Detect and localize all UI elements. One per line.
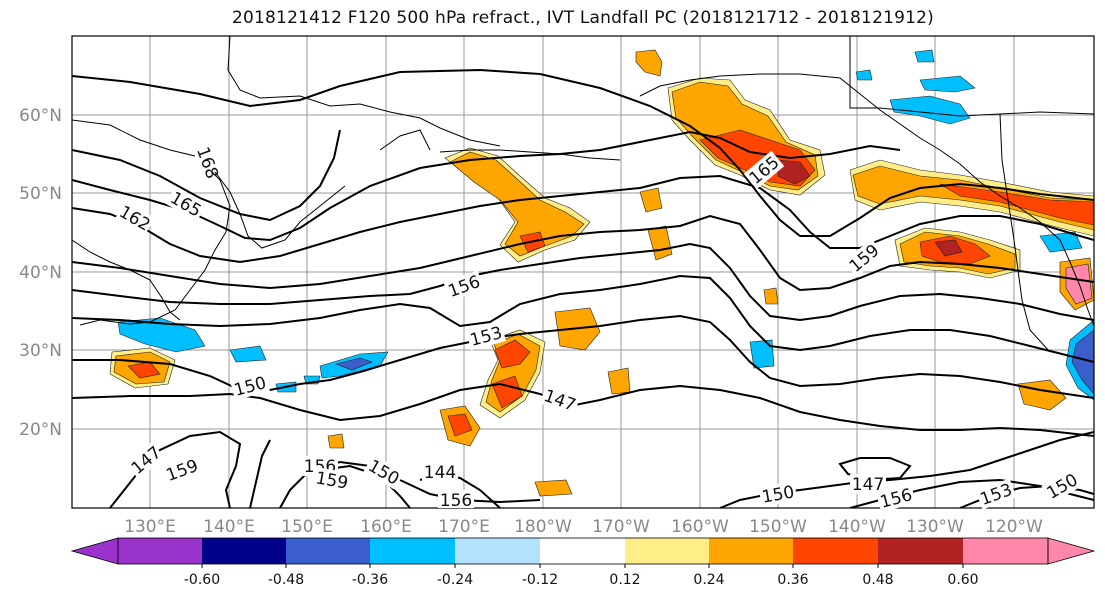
lon-label: 170°E — [438, 517, 490, 537]
map-title: 2018121412 F120 500 hPa refract., IVT La… — [231, 8, 934, 28]
lon-label: 180°W — [514, 517, 572, 537]
contour-147 — [72, 382, 1094, 437]
lat-label-30n: 30°N — [19, 341, 62, 361]
colorbar-tick-label: 0.12 — [609, 572, 640, 588]
lon-label: 160°W — [671, 517, 729, 537]
contour-153 — [72, 274, 1094, 363]
colorbar-tick-label: -0.24 — [437, 572, 473, 588]
lon-label: 150°W — [749, 517, 807, 537]
colorbar-segment — [878, 538, 963, 564]
lat-label-40n: 40°N — [19, 263, 62, 283]
contour-label: 147 — [852, 475, 884, 495]
lat-label-60n: 60°N — [19, 106, 62, 126]
colorbar-segment — [709, 538, 793, 564]
colorbar-segment — [540, 538, 625, 564]
lon-label: 130°W — [906, 517, 964, 537]
longitude-labels: 130°E 140°E 150°E 160°E 170°E 180°W 170°… — [124, 517, 1043, 537]
lon-label: 150°E — [281, 517, 333, 537]
colorbar-segment — [286, 538, 370, 564]
lon-label: 120°W — [985, 517, 1043, 537]
colorbar-segment — [370, 538, 455, 564]
lon-label: 140°W — [828, 517, 886, 537]
lon-label: 160°E — [360, 517, 412, 537]
lon-label: 130°E — [124, 517, 176, 537]
lat-label-50n: 50°N — [19, 184, 62, 204]
contour-168 — [72, 129, 341, 222]
latitude-labels: 60°N 50°N 40°N 30°N 20°N — [19, 106, 62, 440]
colorbar-segment — [963, 538, 1048, 564]
colorbar-tick-label: -0.12 — [522, 572, 558, 588]
fill-region-gulf-alaska-darkred — [777, 159, 811, 185]
contour-165-upper — [72, 68, 1094, 237]
colorbar-tick-label: 0.24 — [693, 572, 724, 588]
colorbar-extend-low — [70, 537, 119, 565]
colorbar-segment — [118, 538, 202, 564]
colorbar-segment — [202, 538, 286, 564]
refractivity-contours — [72, 68, 1094, 508]
contour-label: 144 — [424, 463, 456, 483]
colorbar-tick-label: 0.36 — [777, 572, 808, 588]
colorbar-segment — [455, 538, 540, 564]
contour-165 — [72, 130, 901, 242]
contour-label: 156 — [440, 491, 472, 511]
colorbar-segment — [793, 538, 878, 564]
map-frame — [71, 35, 1095, 509]
colorbar-segment — [625, 538, 709, 564]
colorbar-extend-high — [1047, 537, 1096, 565]
colorbar-tick-label: -0.60 — [184, 572, 220, 588]
contour-156 — [72, 242, 1094, 322]
colorbar-tick-label: 0.60 — [947, 572, 978, 588]
colorbar-tick-label: -0.36 — [352, 572, 388, 588]
colorbar: -0.60 -0.48 -0.36 -0.24 -0.12 0.12 0.24 … — [70, 537, 1096, 588]
contour-159 — [72, 214, 1094, 292]
contour-153-south — [249, 439, 271, 508]
lon-label: 140°E — [203, 517, 255, 537]
lat-label-20n: 20°N — [19, 420, 62, 440]
fill-region-canada-blue — [889, 95, 971, 125]
lon-label: 170°W — [592, 517, 650, 537]
colorbar-tick-label: -0.48 — [268, 572, 304, 588]
colorbar-tick-label: 0.48 — [862, 572, 893, 588]
contour-162 — [72, 174, 1094, 264]
